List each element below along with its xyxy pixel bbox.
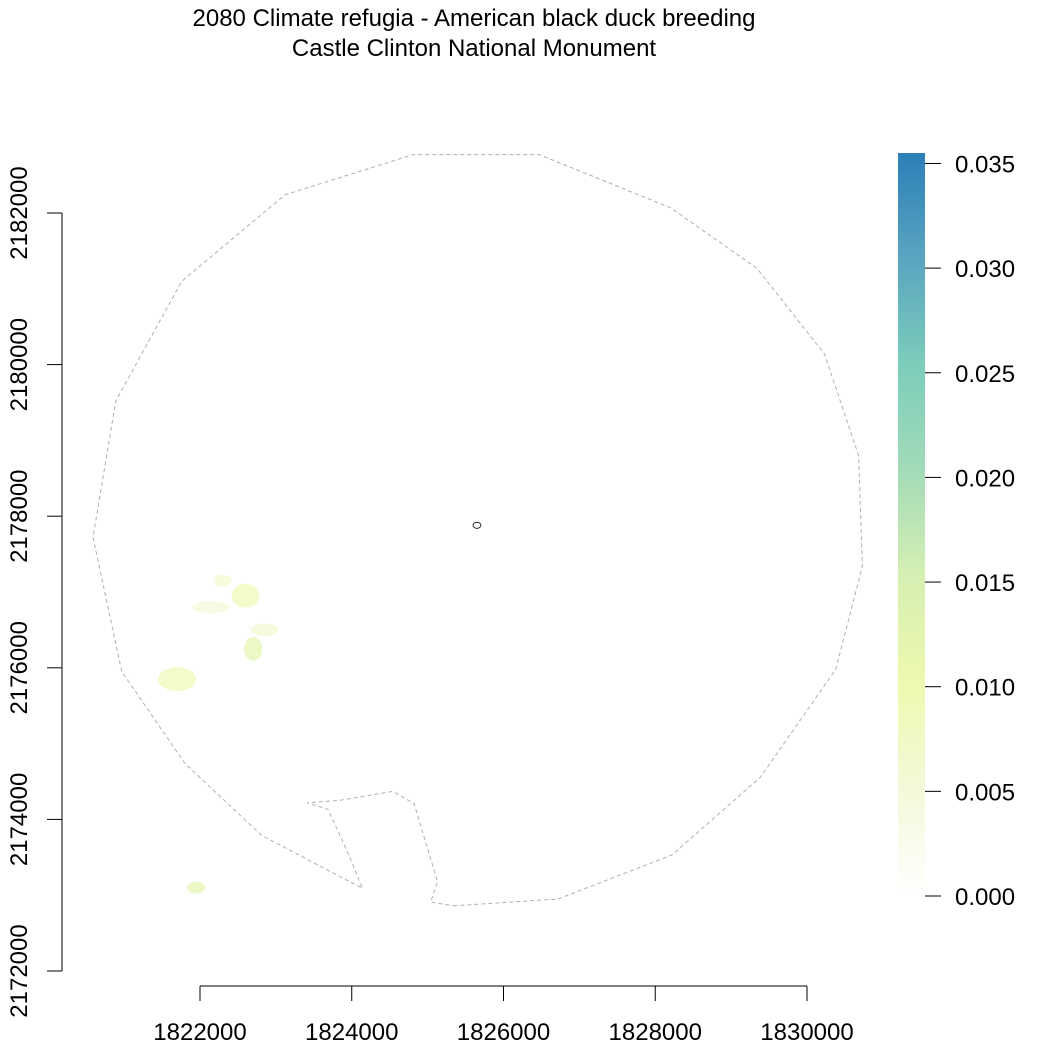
refugia-patch [213,574,232,587]
y-tick-label: 2182000 [6,166,33,259]
refugia-patch [158,667,197,692]
legend-tick-label: 0.000 [955,884,1015,911]
refugia-raster-layer [158,574,279,894]
y-tick-label: 2180000 [6,318,33,411]
park-buffer-boundary [92,154,863,907]
legend-ticks: 0.000 0.005 0.010 0.015 0.020 0.025 0.030 0.035 [925,151,1015,911]
color-legend: 0.000 0.005 0.010 0.015 0.020 0.025 0.030 0.035 [898,151,1015,911]
y-tick-label: 2172000 [6,924,33,1017]
legend-tick-label: 0.015 [955,570,1015,597]
refugia-patch [231,583,260,608]
refugia-patch [250,623,279,636]
legend-tick-label: 0.010 [955,675,1015,702]
title-line-2: Castle Clinton National Monument [291,35,657,62]
y-tick-label: 2178000 [6,469,33,562]
x-tick-label: 1830000 [760,1019,853,1046]
title-line-1: 2080 Climate refugia - American black du… [192,5,756,32]
chart-title: 2080 Climate refugia - American black du… [0,4,948,64]
refugia-patch [187,881,206,894]
refugia-patch [244,636,263,661]
y-axis: 2172000 2174000 2176000 2178000 2180000 21820… [6,166,63,1018]
y-tick-label: 2174000 [6,773,33,866]
x-tick-label: 1828000 [609,1019,702,1046]
legend-tick-label: 0.035 [955,151,1015,178]
x-tick-label: 1822000 [153,1019,246,1046]
legend-colorbar [898,153,925,896]
legend-tick-label: 0.025 [955,361,1015,388]
refugia-patch [192,601,231,614]
legend-tick-label: 0.020 [955,465,1015,492]
legend-tick-label: 0.005 [955,779,1015,806]
x-axis: 1822000 1824000 1826000 1828000 1830000 [153,985,854,1046]
y-tick-label: 2176000 [6,621,33,714]
legend-tick-label: 0.030 [955,256,1015,283]
x-tick-label: 1824000 [305,1019,398,1046]
x-tick-label: 1826000 [457,1019,550,1046]
monument-location-marker [472,521,482,529]
